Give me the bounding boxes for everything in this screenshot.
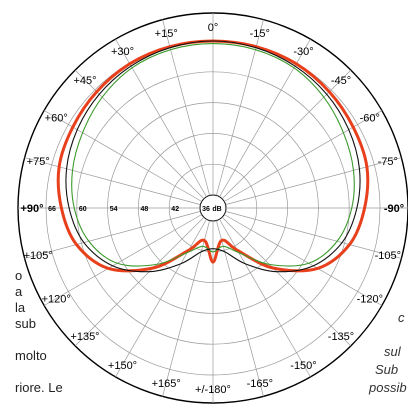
angle-label: +165° <box>152 378 181 390</box>
grid-spoke <box>74 216 205 347</box>
angle-label: +75° <box>27 156 50 168</box>
grid-spoke <box>115 219 207 378</box>
angle-label: +135° <box>70 331 99 343</box>
db-tick-label: 36 <box>202 206 210 213</box>
grid-spoke <box>115 38 207 197</box>
angle-label: -150° <box>290 360 316 372</box>
grid-spoke <box>162 19 210 196</box>
angle-label: +120° <box>42 294 71 306</box>
angle-label: -15° <box>250 28 270 40</box>
series-line-1 <box>71 43 355 267</box>
grid-spoke <box>43 110 202 202</box>
angle-label: -135° <box>328 331 354 343</box>
angle-label: -30° <box>293 46 313 58</box>
right-text-line: c <box>398 310 405 325</box>
series-line-2 <box>65 40 361 273</box>
db-tick-label: 48 <box>141 206 149 213</box>
angle-label: +60° <box>45 113 68 125</box>
polar-grid <box>17 12 408 404</box>
angle-label: -90° <box>384 203 404 215</box>
left-text-line: molto <box>15 348 47 363</box>
angle-label: +90° <box>20 203 43 215</box>
grid-spoke <box>221 216 352 347</box>
left-text-line: la <box>15 300 26 315</box>
db-tick-label: 66 <box>48 206 56 213</box>
angle-label: +15° <box>155 28 178 40</box>
angle-label: -165° <box>247 378 273 390</box>
angle-label: -60° <box>360 113 380 125</box>
angle-label: -120° <box>357 294 383 306</box>
series-line-0 <box>56 39 370 273</box>
grid-spoke <box>225 157 402 205</box>
db-tick-label: 42 <box>171 206 179 213</box>
left-text-line: riore. Le <box>15 380 63 395</box>
right-text-line: Sub <box>375 362 399 377</box>
grid-spoke <box>216 220 264 397</box>
angle-label: 0° <box>208 22 219 34</box>
db-tick-label: 60 <box>79 206 87 213</box>
right-text-line: sul <box>384 344 401 359</box>
angle-label: -105° <box>375 250 401 262</box>
polar-labels: 0° +15° +30° +45° +60° +75° +90° +105° +120° +135… <box>20 22 404 396</box>
grid-spoke <box>219 219 311 378</box>
angle-label: -75° <box>378 156 398 168</box>
grid-spoke <box>225 211 402 259</box>
angle-label: +150° <box>108 360 137 372</box>
grid-spoke <box>224 110 383 202</box>
grid-spoke <box>221 69 352 200</box>
grid-spoke <box>224 214 383 306</box>
db-tick-label: 54 <box>110 206 118 213</box>
grid-spoke <box>162 220 210 397</box>
grid-spoke <box>24 211 201 259</box>
grid-spoke <box>24 157 201 205</box>
polar-series <box>56 39 370 273</box>
angle-label: +105° <box>24 250 53 262</box>
angle-label: +45° <box>73 75 96 87</box>
grid-spoke <box>219 38 311 197</box>
db-unit-label: dB <box>212 206 221 213</box>
right-text-line: possib <box>369 380 407 395</box>
grid-spoke <box>216 19 264 196</box>
left-text-line: a <box>15 284 23 299</box>
left-text-line: o <box>15 268 23 283</box>
angle-label: -45° <box>331 75 351 87</box>
left-text-line: sub <box>15 316 36 331</box>
grid-spoke <box>43 214 202 306</box>
angle-label: +30° <box>111 46 134 58</box>
grid-spoke <box>74 69 205 200</box>
angle-label: +/-180° <box>195 384 231 396</box>
